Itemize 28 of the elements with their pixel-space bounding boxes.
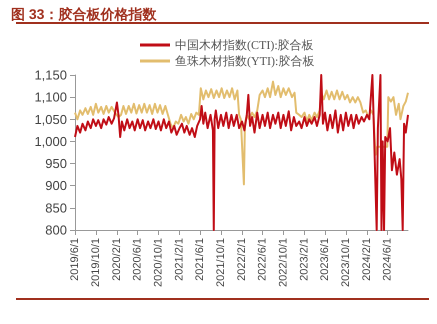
y-tick-label: 1,050 — [34, 112, 67, 127]
x-tick-label: 2022/2/1 — [236, 238, 248, 281]
legend-label: 鱼珠木材指数(YTI):胶合板 — [175, 54, 314, 68]
x-tick-label: 2021/6/1 — [194, 238, 206, 281]
y-tick-label: 1,100 — [34, 90, 67, 105]
line-series — [74, 80, 409, 186]
x-tick-label: 2023/10/1 — [340, 238, 352, 287]
x-tick-label: 2020/2/1 — [110, 238, 123, 281]
y-tick-label: 900 — [45, 178, 67, 194]
x-tick-label: 2019/10/1 — [90, 238, 102, 287]
legend-label: 中国木材指数(CTI):胶合板 — [175, 38, 314, 52]
x-tick-label: 2023/2/1 — [298, 238, 310, 281]
x-tick-label: 2024/2/1 — [360, 238, 373, 281]
y-tick-label: 800 — [45, 222, 67, 238]
x-tick-label: 2020/6/1 — [132, 238, 144, 281]
x-tick-label: 2020/10/1 — [152, 238, 165, 287]
x-tick-label: 2019/6/1 — [69, 238, 81, 281]
chart-title: 图 33：胶合板价格指数 — [11, 6, 158, 22]
y-tick-label: 1,150 — [34, 68, 67, 82]
x-tick-label: 2021/10/1 — [214, 238, 227, 287]
x-tick-label: 2024/6/1 — [382, 238, 394, 281]
y-tick-label: 1,000 — [34, 134, 67, 149]
x-tick-label: 2022/6/1 — [256, 238, 269, 281]
y-tick-label: 850 — [45, 200, 67, 216]
x-tick-label: 2023/6/1 — [319, 238, 332, 281]
x-tick-label: 2022/10/1 — [277, 238, 290, 287]
x-tick-label: 2021/2/1 — [174, 238, 186, 281]
y-tick-label: 950 — [45, 156, 67, 172]
